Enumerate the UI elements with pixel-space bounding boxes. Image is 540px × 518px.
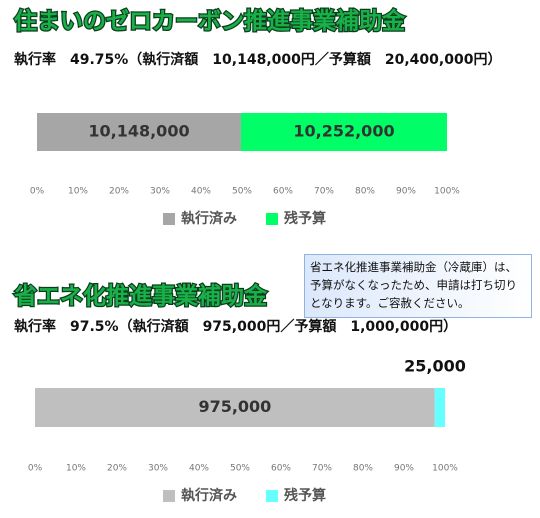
subtitle: 執行率 97.5%（執行済額 975,000円／予算額 1,000,000円） [14,318,457,335]
annotation: 省エネ化推進事業補助金（冷蔵庫）は、予算がなくなったため、申請は打ち切りとなりま… [304,254,532,318]
x-tick-label: 30% [150,187,170,197]
x-tick-label: 70% [312,464,332,474]
x-tick-label: 30% [148,464,168,474]
value-label: 10,252,000 [293,122,394,141]
value-label: 25,000 [404,357,466,376]
chart-title: 省エネ化推進事業補助金 [13,283,268,310]
x-tick-label: 50% [232,187,252,197]
bar-segment [434,388,445,427]
x-tick-label: 10% [68,187,88,197]
x-tick-label: 70% [314,187,334,197]
legend-swatch [163,213,175,225]
x-tick-label: 50% [230,464,250,474]
value-label: 10,148,000 [88,122,189,141]
x-tick-label: 100% [434,187,460,197]
x-tick-label: 80% [353,464,373,474]
legend-swatch [163,490,175,502]
x-tick-label: 80% [355,187,375,197]
x-tick-label: 60% [271,464,291,474]
x-tick-label: 40% [191,187,211,197]
x-tick-label: 10% [66,464,86,474]
legend-label: 残予算 [284,210,326,227]
legend-swatch [266,213,278,225]
bar-segment [35,388,435,427]
x-tick-label: 0% [28,464,43,474]
subtitle: 執行率 49.75%（執行済額 10,148,000円／予算額 20,400,0… [14,51,501,68]
bar-segment [240,113,447,151]
x-tick-label: 20% [109,187,129,197]
x-tick-label: 0% [30,187,45,197]
value-label: 975,000 [198,397,271,416]
bar-segment [37,113,241,151]
chart-title: 住まいのゼロカーボン推進事業補助金 [14,8,406,35]
x-tick-label: 100% [432,464,458,474]
legend-label: 残予算 [284,487,326,504]
x-tick-label: 90% [394,464,414,474]
x-tick-label: 20% [107,464,127,474]
legend-label: 執行済み [181,487,237,504]
x-tick-label: 90% [396,187,416,197]
legend-label: 執行済み [181,210,237,227]
x-tick-label: 60% [273,187,293,197]
x-tick-label: 40% [189,464,209,474]
legend-swatch [266,490,278,502]
